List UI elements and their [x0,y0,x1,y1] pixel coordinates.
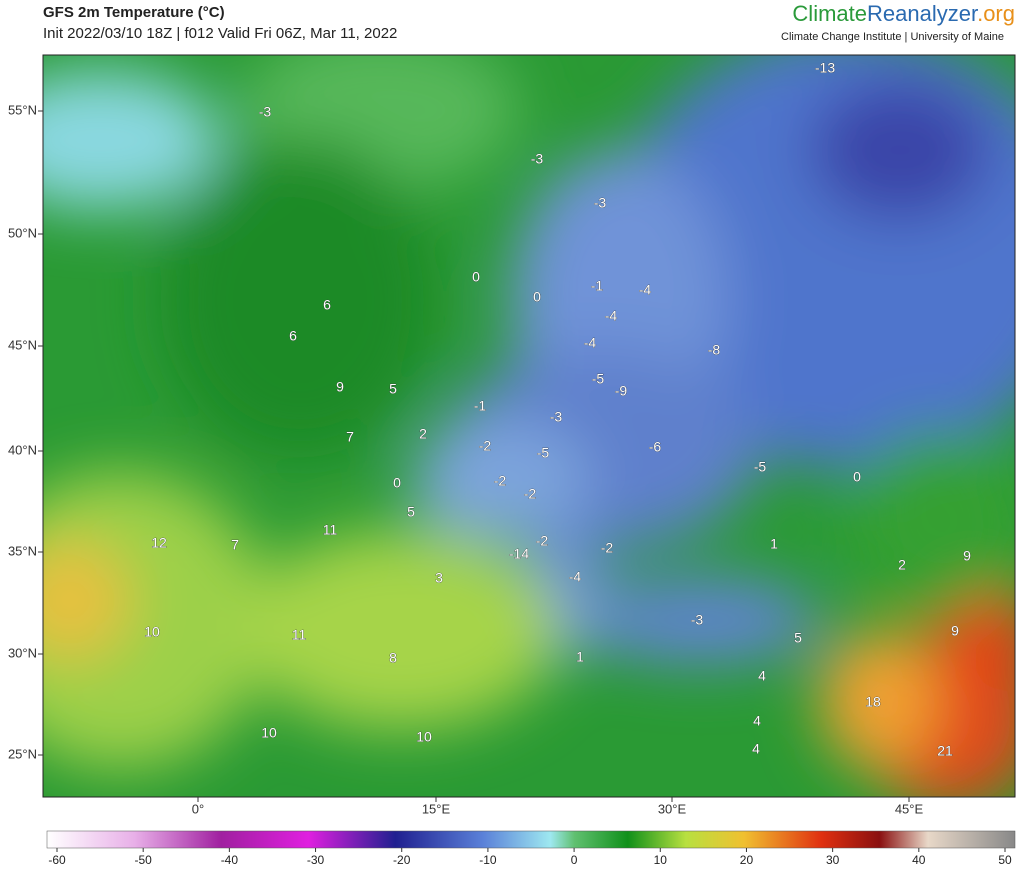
temperature-label: 7 [346,429,354,445]
lat-tick-label: 30°N [8,645,37,660]
temperature-label: 1 [576,649,584,665]
temperature-label: -4 [639,282,652,298]
brand-part: .org [977,1,1015,26]
colorbar-tick-label: 0 [571,853,578,867]
lon-tick-label: 30°E [658,801,687,816]
temperature-label: 9 [336,379,344,395]
brand: ClimateReanalyzer.org [792,1,1015,26]
lat-tick-label: 25°N [8,746,37,761]
subtitle: Init 2022/03/10 18Z | f012 Valid Fri 06Z… [43,25,397,42]
colorbar-tick-label: -40 [221,853,239,867]
temperature-label: 1 [770,536,778,552]
colorbar-tick-label: 40 [912,853,926,867]
temperature-label: -4 [605,308,618,324]
temperature-label: 0 [853,469,861,485]
temperature-label: -3 [531,151,544,167]
temperature-label: 7 [231,537,239,553]
temperature-label: -2 [601,540,614,556]
temperature-label: 0 [393,475,401,491]
temperature-label: -2 [479,438,492,454]
temperature-label: -3 [594,195,607,211]
lat-tick-label: 45°N [8,337,37,352]
lon-tick-label: 0° [192,801,204,816]
temperature-label: -5 [537,445,550,461]
colorbar-tick-label: -10 [479,853,497,867]
temperature-label: 8 [389,650,397,666]
temperature-label: 10 [261,725,277,741]
colorbar-tick-label: -20 [393,853,411,867]
temperature-label: 0 [472,269,480,285]
brand-part: Reanalyzer [867,1,978,26]
temperature-label: 4 [758,668,766,684]
temperature-label: 4 [753,713,761,729]
brand-part: Climate [792,1,867,26]
lon-tick-label: 15°E [422,801,451,816]
temperature-label: 6 [323,297,331,313]
temperature-label: 21 [937,743,953,759]
colorbar-tick-label: 20 [740,853,754,867]
temperature-label: -1 [474,398,487,414]
temperature-label: 0 [533,289,541,305]
lat-tick-label: 35°N [8,543,37,558]
temperature-label: -8 [708,342,721,358]
temperature-label: -2 [536,533,549,549]
temperature-label: -13 [815,60,835,76]
colorbar-tick-label: -30 [307,853,325,867]
temperature-label: 9 [951,623,959,639]
temperature-label: 2 [898,557,906,573]
temperature-label: 18 [865,694,881,710]
title: GFS 2m Temperature (°C) [43,4,225,21]
affiliation: Climate Change Institute | University of… [781,31,1004,43]
temperature-label: -4 [584,335,597,351]
temperature-label: -9 [615,383,628,399]
temperature-label: -14 [509,546,529,562]
temperature-label: -5 [592,371,605,387]
colorbar-tick-label: -50 [135,853,153,867]
temperature-label: -3 [691,612,704,628]
temperature-label: 2 [419,426,427,442]
temperature-label: 5 [407,504,415,520]
lat-tick-label: 50°N [8,225,37,240]
temperature-label: 5 [389,381,397,397]
colorbar [46,830,1016,849]
temperature-label: -6 [649,439,662,455]
temperature-label: -2 [494,473,507,489]
temperature-label: 10 [416,729,432,745]
temperature-label: -3 [259,104,272,120]
colorbar-tick-label: 30 [826,853,840,867]
labels: -3-13-3-300-1 -46-46 -4 -89 5-5-9-1-37 2-2 -5-… [144,59,971,759]
temperature-label: 4 [752,741,760,757]
map-field [43,55,1015,797]
temperature-label: 5 [794,630,802,646]
map-frame [42,54,1016,798]
temperature-label: -2 [524,486,537,502]
lat-tick-label: 40°N [8,442,37,457]
temperature-label: 6 [289,328,297,344]
lon-tick-label: 45°E [895,801,924,816]
temperature-label: -1 [591,278,604,294]
temperature-label: -5 [754,459,767,475]
temperature-label: -4 [569,569,582,585]
colorbar-tick-label: -60 [48,853,66,867]
temperature-label: 11 [292,627,307,643]
temperature-label: 11 [323,522,338,538]
lat-tick-label: 55°N [8,102,37,117]
temperature-label: 10 [144,624,160,640]
temperature-label: 9 [963,548,971,564]
temperature-label: -3 [550,409,563,425]
colorbar-tick-label: 50 [998,853,1012,867]
colorbar-tick-label: 10 [654,853,668,867]
temperature-label: 3 [435,570,443,586]
temperature-label: 12 [151,535,167,551]
